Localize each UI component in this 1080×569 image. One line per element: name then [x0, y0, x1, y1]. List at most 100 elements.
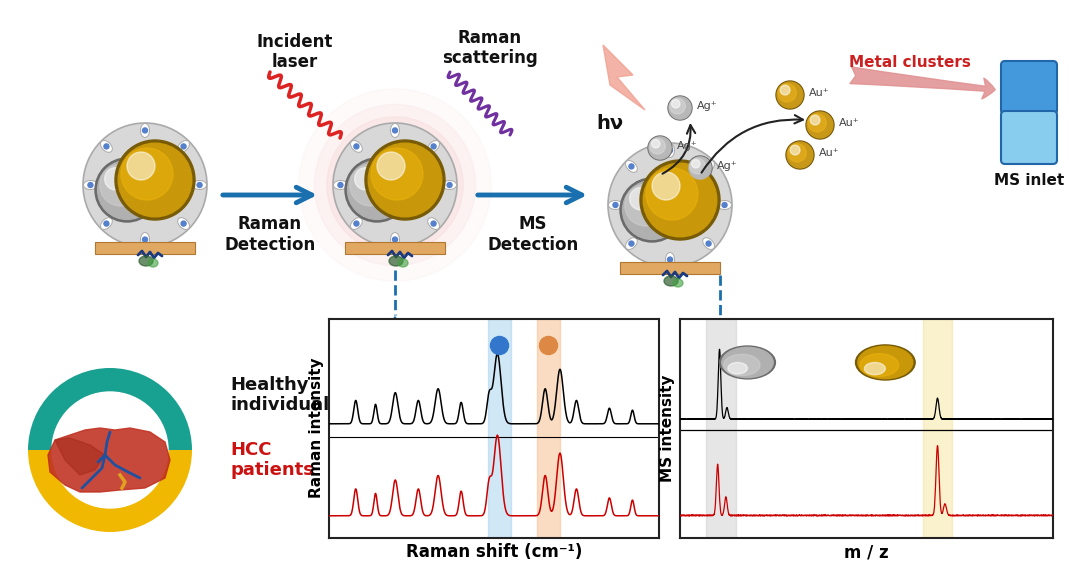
Circle shape [99, 164, 141, 206]
Circle shape [629, 164, 634, 169]
Wedge shape [28, 450, 192, 532]
Text: Au⁺: Au⁺ [839, 118, 860, 128]
Circle shape [348, 160, 406, 220]
Text: Incident
laser: Incident laser [257, 32, 334, 71]
Bar [706, 319, 737, 538]
Ellipse shape [625, 160, 637, 172]
Circle shape [648, 136, 672, 160]
FancyBboxPatch shape [1001, 111, 1057, 164]
Circle shape [858, 347, 913, 378]
Text: MS inlet: MS inlet [994, 172, 1064, 188]
Circle shape [670, 98, 686, 114]
Circle shape [691, 159, 700, 168]
Circle shape [97, 160, 157, 220]
Circle shape [864, 362, 886, 375]
Circle shape [706, 241, 711, 246]
Ellipse shape [100, 141, 112, 152]
Bar [922, 319, 953, 538]
Circle shape [354, 168, 377, 190]
Circle shape [350, 164, 391, 206]
Circle shape [625, 184, 666, 226]
Ellipse shape [608, 200, 622, 209]
Circle shape [52, 392, 168, 508]
Circle shape [652, 172, 680, 200]
Circle shape [688, 156, 712, 180]
Circle shape [629, 241, 634, 246]
Ellipse shape [665, 253, 675, 266]
Ellipse shape [178, 218, 189, 229]
Circle shape [787, 142, 813, 168]
Circle shape [669, 96, 692, 120]
Circle shape [95, 158, 159, 222]
Circle shape [689, 157, 711, 179]
Bar [537, 319, 561, 538]
Text: Raman
Detection: Raman Detection [225, 215, 315, 254]
Ellipse shape [443, 180, 457, 189]
Ellipse shape [428, 141, 440, 152]
Circle shape [372, 148, 423, 200]
FancyBboxPatch shape [1001, 61, 1057, 114]
Circle shape [644, 163, 717, 237]
Circle shape [83, 123, 207, 247]
Circle shape [105, 168, 127, 190]
Ellipse shape [83, 180, 97, 189]
Polygon shape [55, 438, 105, 475]
Ellipse shape [673, 279, 683, 287]
Text: Au⁺: Au⁺ [809, 88, 829, 98]
Circle shape [181, 221, 186, 226]
X-axis label: m / z: m / z [845, 543, 889, 561]
Text: hν: hν [596, 113, 623, 133]
Circle shape [354, 144, 359, 149]
Circle shape [808, 114, 826, 132]
Circle shape [724, 354, 760, 376]
Circle shape [87, 183, 93, 188]
Circle shape [197, 183, 202, 188]
Circle shape [613, 203, 618, 208]
Circle shape [788, 144, 807, 162]
Circle shape [780, 85, 789, 95]
Circle shape [608, 143, 732, 267]
Polygon shape [48, 428, 170, 492]
Circle shape [728, 362, 747, 374]
Ellipse shape [351, 141, 362, 152]
Circle shape [118, 143, 192, 217]
Ellipse shape [192, 180, 206, 189]
Circle shape [143, 237, 148, 242]
Ellipse shape [703, 160, 715, 172]
Circle shape [672, 100, 680, 108]
Wedge shape [28, 368, 192, 450]
Circle shape [327, 117, 463, 253]
Ellipse shape [391, 123, 400, 138]
Ellipse shape [140, 233, 149, 246]
Circle shape [667, 257, 673, 262]
Circle shape [719, 346, 775, 379]
Ellipse shape [178, 141, 189, 152]
Circle shape [807, 112, 833, 138]
Ellipse shape [399, 259, 408, 267]
Circle shape [620, 178, 684, 242]
Circle shape [690, 158, 705, 174]
Text: Healthy
individuals: Healthy individuals [230, 376, 340, 414]
Circle shape [810, 115, 820, 125]
Text: MS
Detection: MS Detection [487, 215, 579, 254]
Circle shape [649, 137, 671, 159]
Circle shape [667, 148, 673, 153]
Circle shape [646, 168, 698, 220]
Circle shape [622, 180, 681, 240]
Circle shape [345, 158, 409, 222]
Circle shape [669, 97, 691, 119]
Circle shape [127, 152, 156, 180]
Text: Au⁺: Au⁺ [819, 148, 839, 158]
Circle shape [104, 144, 109, 149]
Circle shape [706, 164, 711, 169]
Circle shape [181, 144, 186, 149]
X-axis label: Raman shift (cm⁻¹): Raman shift (cm⁻¹) [406, 543, 582, 561]
Circle shape [377, 152, 405, 180]
Ellipse shape [139, 256, 153, 266]
Circle shape [431, 144, 436, 149]
Text: HCC
patients: HCC patients [230, 440, 314, 480]
Y-axis label: Raman intensity: Raman intensity [309, 358, 324, 498]
Bar [620, 262, 720, 274]
Circle shape [365, 140, 445, 220]
Ellipse shape [140, 123, 149, 138]
